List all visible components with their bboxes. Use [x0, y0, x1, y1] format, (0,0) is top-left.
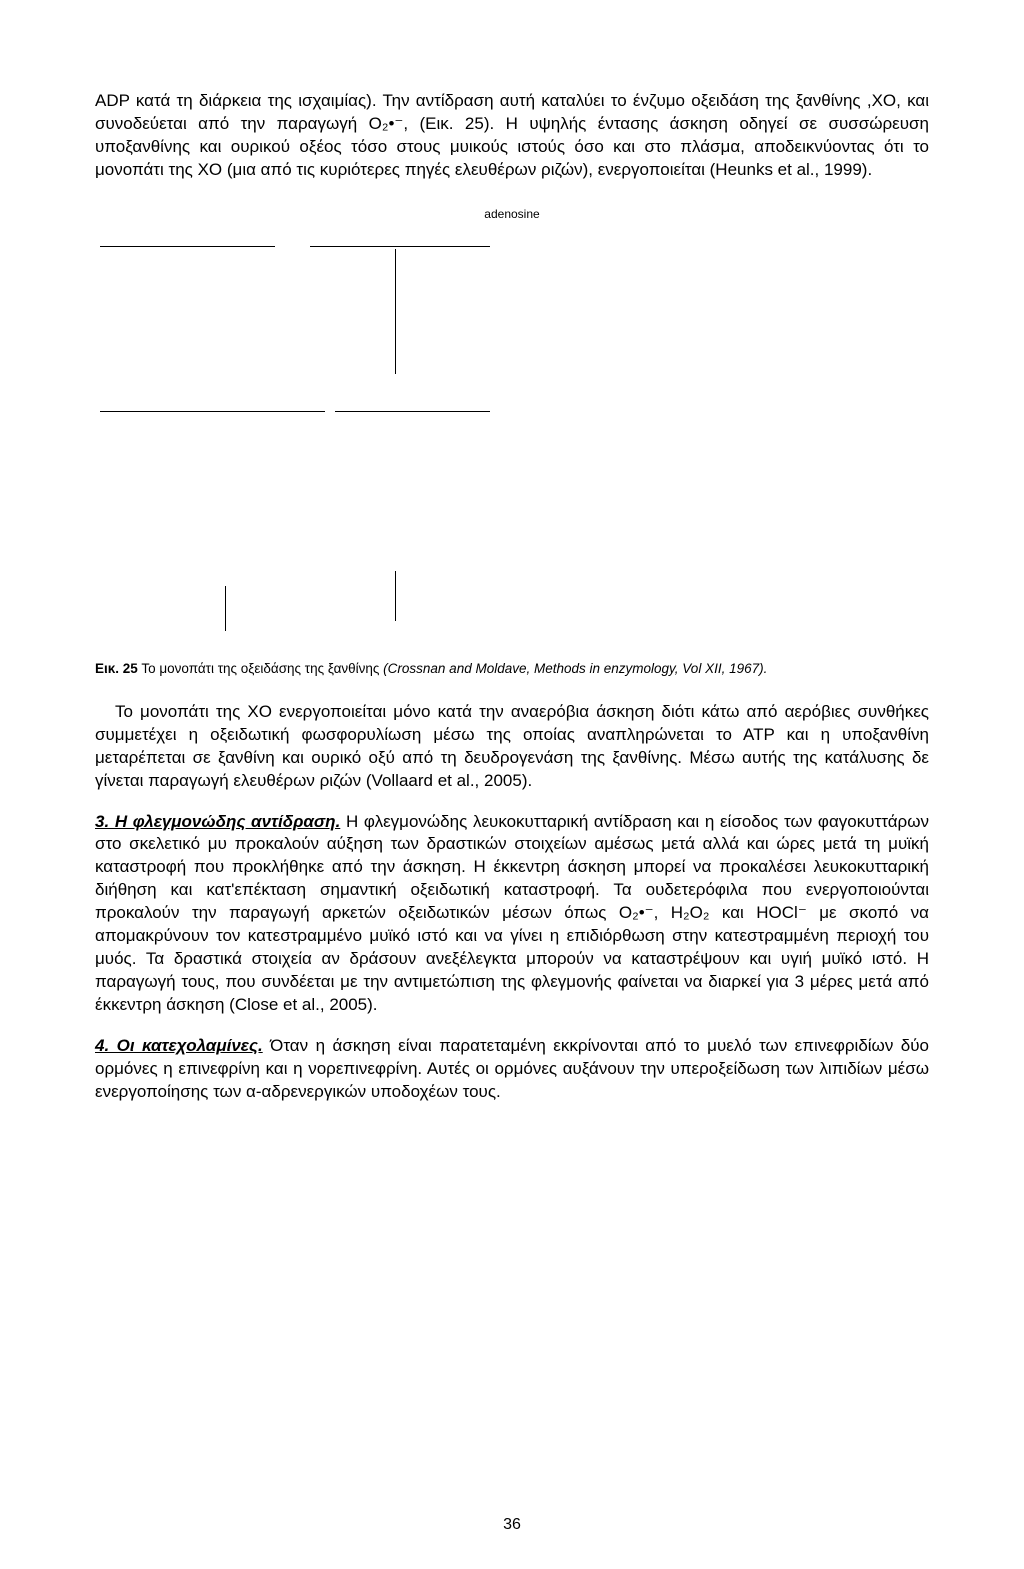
section-3-body: Η φλεγμονώδης λευκοκυτταρική αντίδραση κ…	[95, 812, 929, 1015]
figure-caption: Εικ. 25 Το μονοπάτι της οξειδάσης της ξα…	[95, 661, 929, 676]
page-number: 36	[0, 1516, 1024, 1534]
diagram-line	[335, 411, 490, 412]
diagram-line	[100, 246, 275, 247]
figure-25: adenosine Εικ. 25 Το μονοπάτι της οξειδά…	[95, 207, 929, 676]
paragraph-4: 4. Οι κατεχολαμίνες. Όταν η άσκηση είναι…	[95, 1035, 929, 1104]
section-3-heading: 3. Η φλεγμονώδης αντίδραση.	[95, 812, 340, 831]
caption-citation: (Crossnan and Moldave, Methods in enzymo…	[383, 661, 767, 676]
caption-number: Εικ. 25	[95, 661, 138, 676]
diagram-line	[225, 586, 226, 631]
diagram-line	[100, 411, 325, 412]
figure-top-label: adenosine	[95, 207, 929, 221]
caption-text: Το μονοπάτι της οξειδάσης της ξανθίνης	[138, 661, 383, 676]
diagram-line	[395, 571, 396, 621]
figure-diagram	[100, 231, 490, 641]
diagram-line	[395, 249, 396, 374]
paragraph-2: Το μονοπάτι της ΧΟ ενεργοποιείται μόνο κ…	[95, 701, 929, 793]
paragraph-1: ADP κατά τη διάρκεια της ισχαιμίας). Την…	[95, 90, 929, 182]
section-4-heading: 4. Οι κατεχολαμίνες.	[95, 1036, 263, 1055]
diagram-line	[310, 246, 490, 247]
paragraph-3: 3. Η φλεγμονώδης αντίδραση. Η φλεγμονώδη…	[95, 811, 929, 1017]
